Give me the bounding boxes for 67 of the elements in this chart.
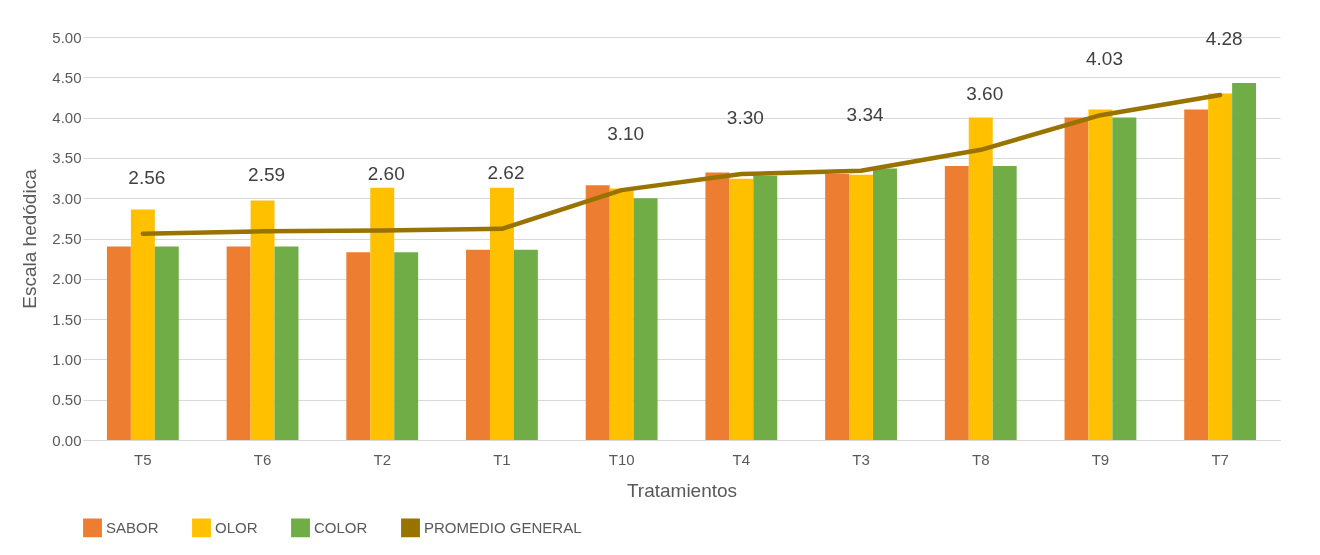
data-label: 3.60 (966, 82, 1004, 104)
bar (1184, 109, 1209, 440)
y-tick-label: 2.00 (52, 270, 82, 288)
bar (705, 172, 730, 440)
x-tick-label: T6 (253, 450, 272, 468)
bar (633, 198, 658, 440)
x-tick-label: T5 (134, 450, 152, 468)
x-axis-title: Tratamientos (626, 479, 738, 501)
legend-label: OLOR (215, 518, 258, 536)
bar (370, 187, 395, 440)
data-label: 2.56 (128, 166, 166, 188)
bar (466, 249, 490, 440)
bar (585, 185, 610, 440)
x-tick-label: T2 (373, 450, 392, 468)
bar (729, 178, 754, 440)
bar (130, 209, 155, 440)
bar (250, 200, 275, 440)
y-tick-label: 1.50 (52, 310, 82, 328)
x-tick-label: T10 (608, 450, 635, 468)
bar (753, 175, 778, 440)
bar (489, 187, 514, 440)
data-label: 4.28 (1205, 28, 1243, 50)
data-label: 2.62 (487, 161, 525, 183)
x-tick-label: T7 (1211, 450, 1229, 468)
y-tick-label: 3.50 (52, 149, 82, 167)
bar (513, 249, 538, 440)
bar (609, 188, 634, 440)
bar (1232, 82, 1257, 440)
x-tick-label: T9 (1091, 450, 1110, 468)
bar (944, 165, 969, 440)
bar (968, 117, 993, 440)
y-tick-label: 4.50 (52, 68, 82, 86)
data-label: 2.59 (248, 164, 286, 186)
y-tick-label: 2.50 (52, 230, 82, 247)
data-label: 3.34 (846, 103, 884, 125)
y-tick-label: 5.00 (52, 28, 82, 46)
x-tick-label: T4 (732, 450, 751, 468)
bar (873, 168, 897, 440)
bar (1208, 93, 1233, 440)
y-tick-label: 0.00 (52, 431, 82, 449)
legend-label: SABOR (106, 518, 159, 536)
y-tick-label: 3.00 (52, 189, 82, 207)
bar (346, 252, 371, 440)
bar (849, 174, 874, 440)
bar (274, 246, 299, 440)
x-tick-label: T1 (493, 450, 511, 468)
bar (1112, 117, 1137, 440)
legend-label: COLOR (314, 518, 368, 536)
y-tick-label: 4.00 (52, 109, 82, 127)
bar (106, 246, 131, 440)
legend-label: PROMEDIO GENERAL (424, 518, 582, 536)
bar (825, 174, 850, 440)
x-tick-label: T3 (852, 450, 870, 468)
data-label: 4.03 (1085, 48, 1123, 70)
data-label: 3.30 (726, 107, 764, 129)
bar (154, 246, 179, 440)
data-label: 3.10 (607, 123, 645, 145)
bar (226, 246, 251, 440)
y-tick-label: 0.50 (52, 391, 82, 409)
bar (1064, 117, 1089, 440)
x-tick-label: T8 (971, 450, 990, 468)
data-label: 2.60 (367, 163, 405, 185)
y-tick-label: 1.00 (52, 350, 82, 368)
y-axis-title: Escala hedódica (19, 168, 41, 309)
bar (992, 165, 1017, 440)
bar (1088, 109, 1113, 440)
bar (394, 252, 419, 440)
